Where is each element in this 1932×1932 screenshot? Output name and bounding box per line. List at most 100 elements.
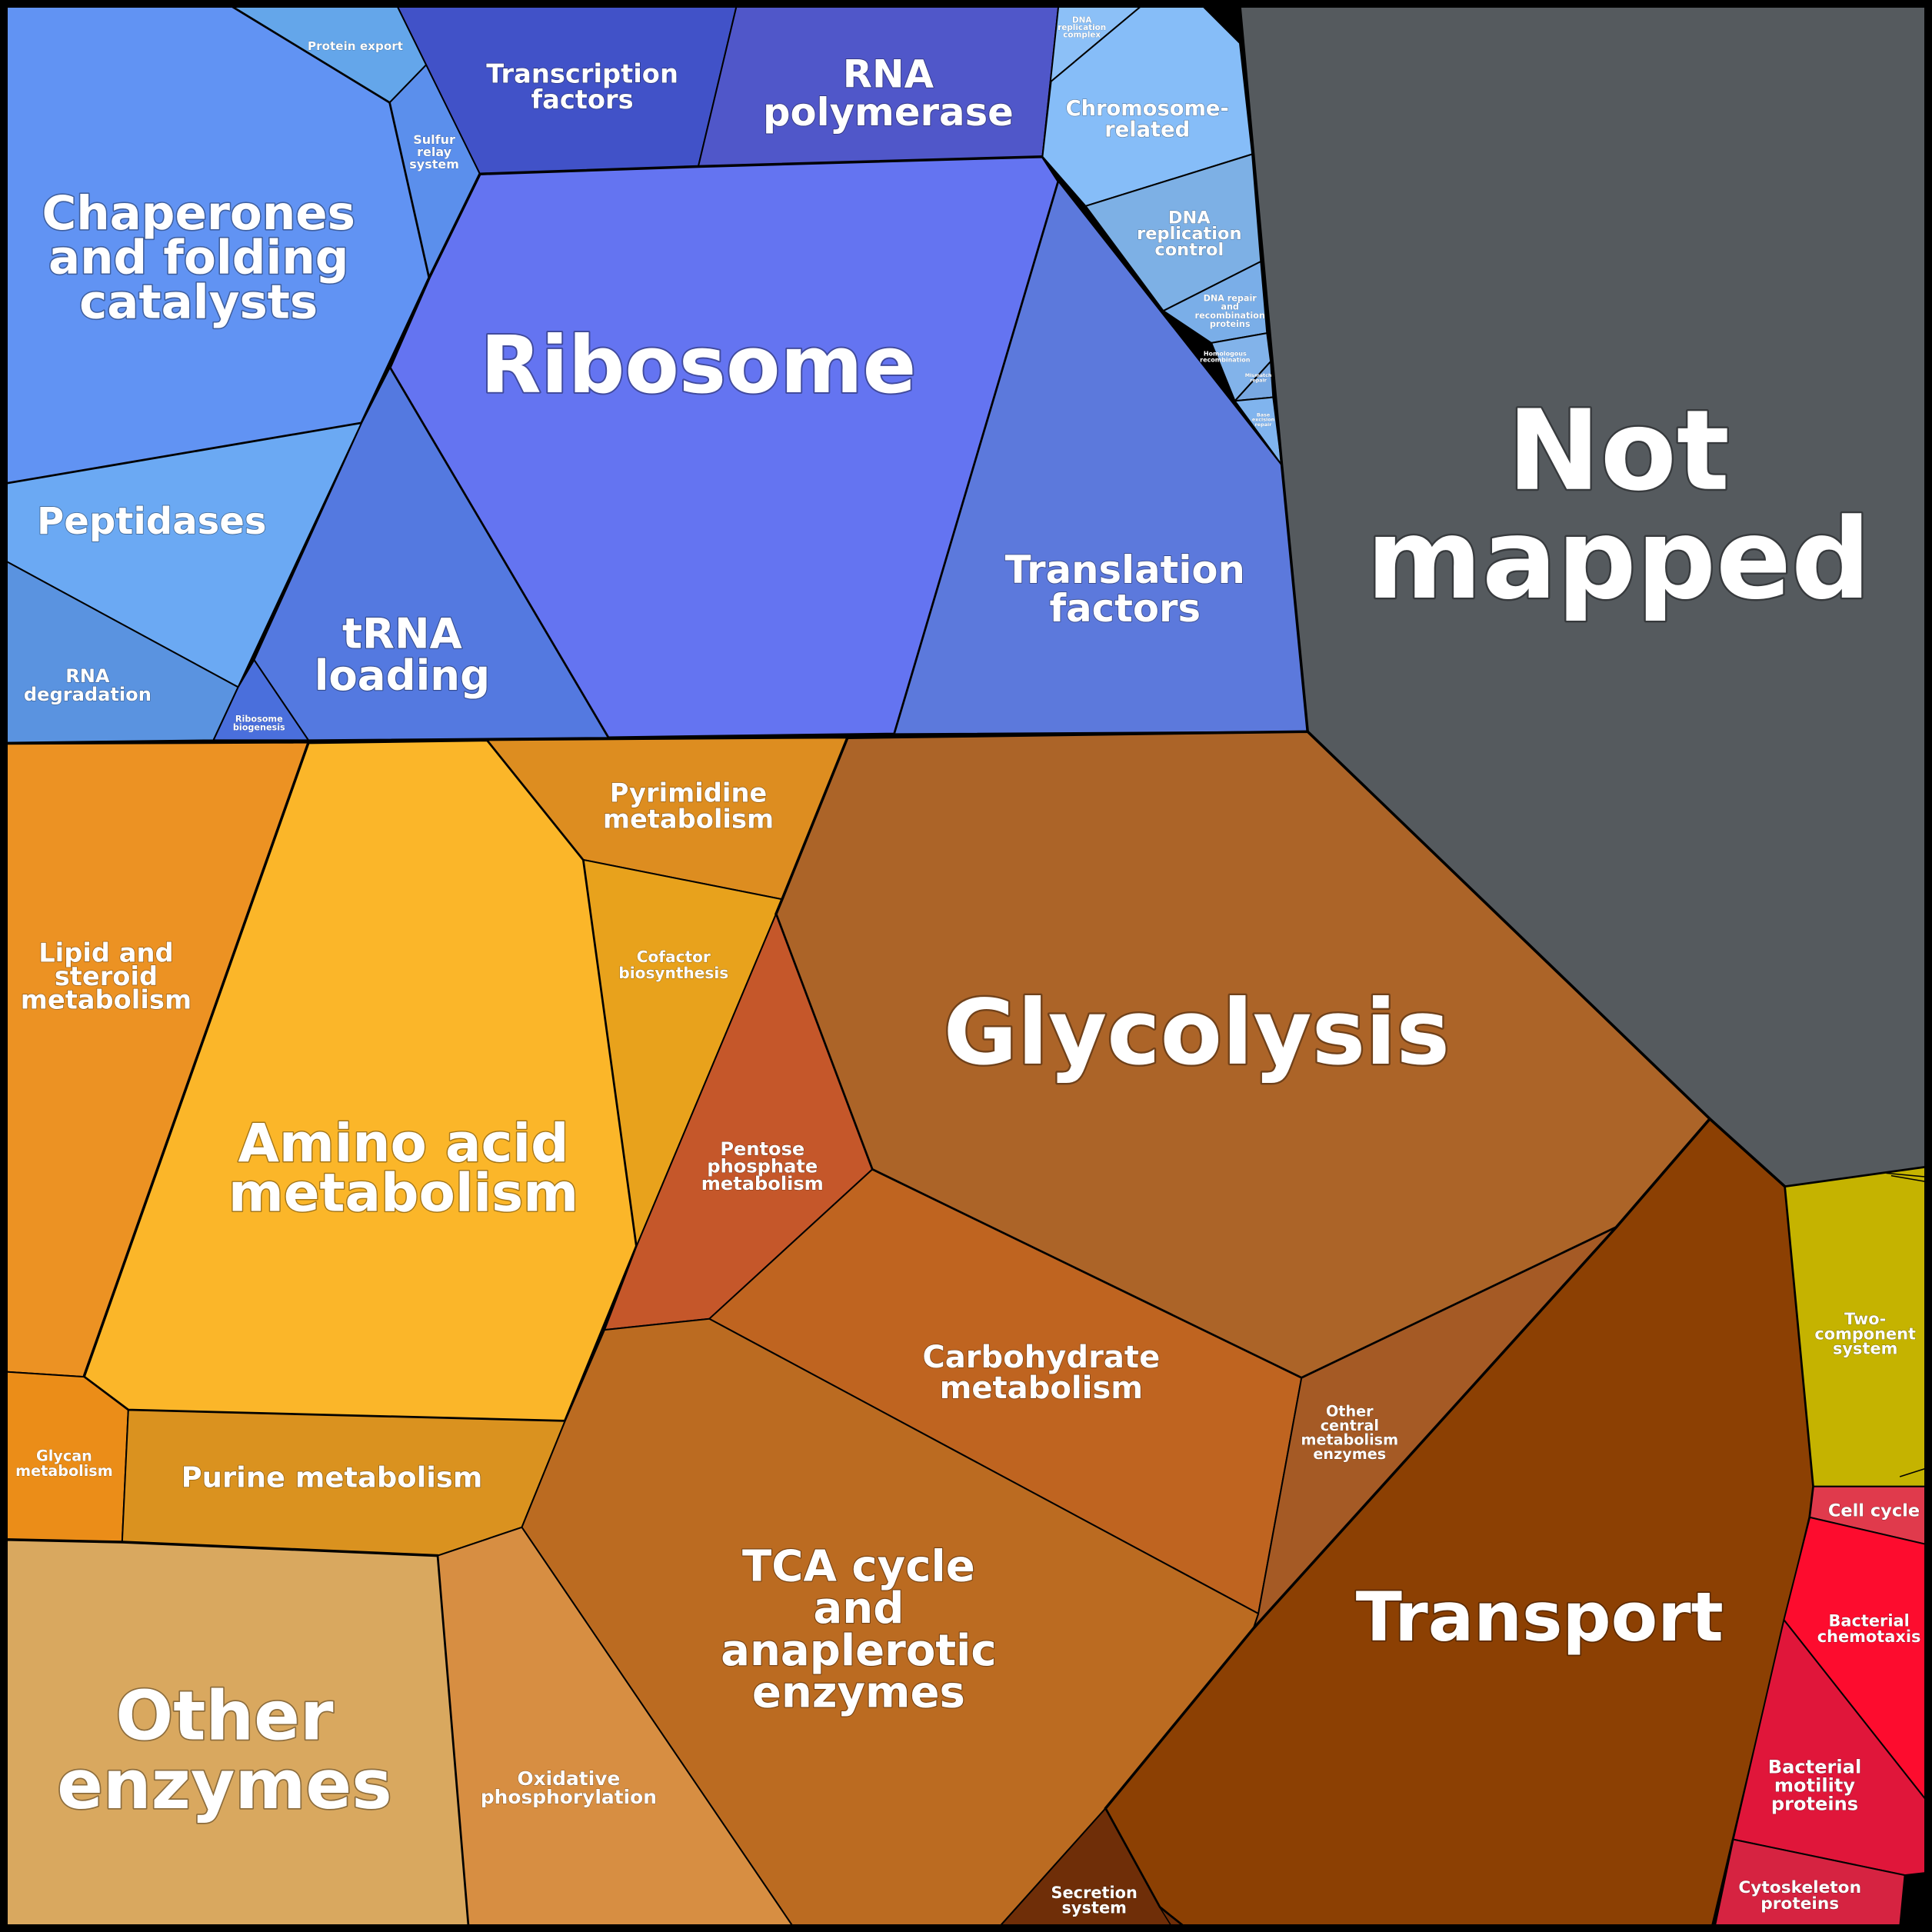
cell-label-line: Homologous	[1204, 350, 1247, 357]
cell-label-line: Pyrimidine	[610, 778, 768, 808]
cell-label-cell-cycle: Cell cycle	[1828, 1501, 1920, 1521]
cell-label-line: complex	[1063, 31, 1101, 40]
cell-label-bacterial-chemotaxis: Bacterial chemotaxis	[1817, 1611, 1921, 1646]
cell-label-amino-acid-metabolism: Amino acid metabolism	[228, 1113, 578, 1224]
cell-label-line: enzymes	[752, 1667, 965, 1717]
cell-label-line: DNA repair	[1204, 293, 1257, 303]
cell-label-dna-replication-complex: DNA replication complex	[1058, 15, 1106, 39]
cell-label-translation-factors: Translation factors	[1005, 548, 1245, 631]
cell-label-line: Other	[1326, 1403, 1374, 1421]
cell-label-line: factors	[531, 85, 633, 115]
cell-label-line: related	[1104, 118, 1190, 142]
cell-label-line: phosphate	[707, 1155, 818, 1177]
cell-separator	[1890, 1174, 1927, 1183]
cell-label-carbohydrate-metabolism: Carbohydrate metabolism	[922, 1340, 1160, 1406]
cell-separator	[1899, 1467, 1927, 1477]
cell-label-line: Transcription	[486, 59, 678, 89]
cell-label-line: Carbohydrate	[922, 1340, 1160, 1375]
cell-label-line: biosynthesis	[618, 964, 728, 982]
cell-label-line: Sulfur	[413, 132, 455, 147]
cell-label-line: Ribosome	[481, 320, 917, 411]
cell-label-cytoskeleton-proteins: Cytoskeleton proteins	[1738, 1878, 1861, 1914]
cell-label-line: mapped	[1366, 495, 1870, 625]
cell-label-line: and	[813, 1584, 904, 1634]
cell-label-line: Purine metabolism	[182, 1461, 483, 1494]
cell-label-line: system	[1833, 1340, 1897, 1358]
cell-label-line: loading	[315, 651, 490, 700]
cell-label-ribosome-biogenesis: Ribosome biogenesis	[233, 714, 285, 732]
cell-label-line: motility	[1774, 1775, 1855, 1797]
cell-label-line: Glycan	[36, 1447, 92, 1465]
cell-separator	[1214, 5, 1234, 23]
cell-separator	[1906, 1877, 1927, 1882]
cell-label-line: Not	[1507, 387, 1730, 516]
cell-separator	[1903, 1895, 1927, 1900]
cell-label-tca-cycle-and-anaplerotic-enzymes: TCA cycle and anaplerotic enzymes	[721, 1542, 997, 1718]
cell-label-line: Amino acid	[238, 1113, 568, 1174]
cell-label-oxidative-phosphorylation: Oxidative phosphorylation	[481, 1767, 657, 1808]
cell-label-line: Mismatch	[1245, 372, 1272, 378]
cell-label-not-mapped: Not mapped	[1366, 387, 1870, 625]
cell-label-line: RNA	[65, 665, 110, 687]
cell-label-line: catalysts	[79, 275, 318, 329]
cell-label-other-central-metabolism-enzymes: Other central metabolism enzymes	[1301, 1403, 1398, 1463]
cell-label-two-component-system: Two-component system	[1814, 1310, 1916, 1358]
cell-label-glycolysis: Glycolysis	[944, 980, 1450, 1085]
cell-label-line: metabolism	[701, 1173, 824, 1194]
treemap-labels: Chaperones and folding catalysts Protein ex…	[15, 15, 1921, 1917]
cell-label-lipid-and-steroid-metabolism: Lipid and steroid metabolism	[21, 938, 192, 1014]
cell-label-rna-degradation: RNA degradation	[24, 665, 152, 705]
cell-label-line: control	[1154, 240, 1224, 260]
cell-label-line: and	[1221, 302, 1239, 312]
cell-label-line: recombination	[1195, 311, 1265, 321]
cell-label-line: degradation	[24, 684, 152, 705]
cell-label-transcription-factors: Transcription factors	[486, 59, 678, 115]
cell-ribosome-biogenesis	[212, 659, 309, 741]
cell-label-line: system	[409, 157, 459, 172]
cell-label-rna-polymerase: RNA polymerase	[763, 52, 1014, 135]
cell-label-line: relay	[417, 145, 452, 159]
cell-label-line: Transport	[1356, 1577, 1724, 1657]
cell-label-chromosome-related: Chromosome-related	[1066, 97, 1229, 142]
cell-label-line: Bacterial	[1768, 1757, 1861, 1778]
cell-label-line: Translation	[1005, 548, 1245, 592]
cell-label-dna-repair-and-recombination-proteins: DNA repair and recombination proteins	[1195, 293, 1265, 329]
cell-label-peptidases: Peptidases	[37, 500, 267, 543]
cell-label-line: DNA	[1168, 208, 1211, 228]
cell-label-line: excision	[1252, 417, 1275, 423]
cell-label-line: Chaperones	[42, 186, 355, 241]
cell-label-line: factors	[1050, 586, 1201, 631]
cell-label-dna-replication-control: DNA replication control	[1137, 208, 1241, 260]
cell-separator	[1159, 1907, 1173, 1927]
cell-label-line: Base	[1257, 411, 1271, 418]
cell-label-pyrimidine-metabolism: Pyrimidine metabolism	[603, 778, 774, 834]
cell-label-line: Secretion	[1051, 1884, 1137, 1902]
cell-label-line: Other	[115, 1676, 334, 1755]
cell-label-line: RNA	[843, 52, 934, 96]
cell-label-line: central	[1321, 1417, 1379, 1434]
cell-label-line: Lipid and	[38, 938, 173, 968]
cell-label-line: Cofactor	[637, 948, 711, 966]
cell-label-line: repair	[1255, 421, 1273, 428]
cell-label-line: phosphorylation	[481, 1786, 657, 1808]
cell-label-line: Oxidative	[517, 1767, 620, 1790]
cell-label-line: metabolism	[21, 984, 192, 1014]
cell-label-line: Ribosome	[235, 714, 283, 724]
cell-label-line: repair	[1250, 377, 1267, 383]
cell-label-line: anaplerotic	[721, 1626, 997, 1676]
cell-label-homologous-recombination: Homologous recombination	[1200, 350, 1251, 363]
cell-label-line: system	[1061, 1898, 1126, 1917]
cell-label-glycan-metabolism: Glycan metabolism	[15, 1447, 113, 1480]
cell-label-line: Peptidases	[37, 500, 267, 543]
cell-label-line: proteins	[1771, 1794, 1858, 1815]
cell-label-line: tRNA	[342, 609, 462, 658]
cell-label-line: metabolism	[15, 1462, 113, 1480]
cell-label-purine-metabolism: Purine metabolism	[182, 1461, 483, 1494]
cell-label-mismatch-repair: Mismatch repair	[1245, 372, 1272, 383]
cell-label-line: recombination	[1200, 357, 1251, 364]
cell-label-line: polymerase	[763, 90, 1014, 135]
cell-label-secretion-system: Secretion system	[1051, 1884, 1137, 1917]
cell-label-transport: Transport	[1356, 1577, 1724, 1657]
